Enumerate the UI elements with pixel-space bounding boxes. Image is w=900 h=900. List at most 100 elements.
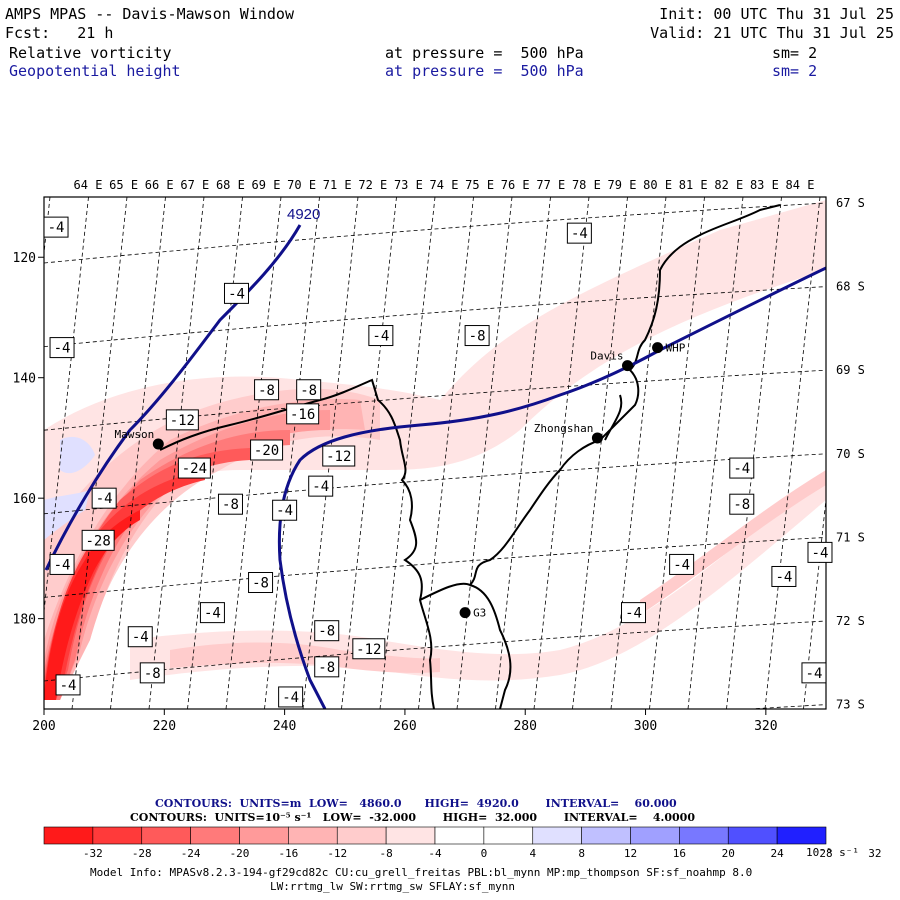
meridian-line bbox=[495, 197, 551, 709]
longitude-label: 72 E bbox=[358, 178, 387, 192]
latitude-label: 72 S bbox=[836, 614, 865, 628]
field2-name: Geopotential height bbox=[9, 62, 181, 80]
contour-label-text: -8 bbox=[318, 660, 335, 676]
colorbar-tick-label: 24 bbox=[771, 847, 785, 860]
contour-value-label: -8 bbox=[217, 493, 243, 515]
contour-label-text: -16 bbox=[290, 407, 315, 423]
colorbar-tick-label: 0 bbox=[481, 847, 488, 860]
contour-label-box bbox=[254, 379, 280, 401]
contour-value-label: -4 bbox=[621, 602, 647, 624]
x-tick-label: 260 bbox=[393, 719, 416, 734]
contour-label-text: -4 bbox=[54, 341, 71, 357]
contour-label-text: -8 bbox=[318, 624, 335, 640]
x-tick-label: 280 bbox=[513, 719, 536, 734]
contour-value-label: -4 bbox=[272, 499, 298, 521]
contour-label-text: -8 bbox=[252, 576, 269, 592]
contour-label-box bbox=[199, 602, 225, 624]
contour-label-box bbox=[278, 686, 304, 708]
meridian-line bbox=[44, 197, 89, 615]
contour-label-text: -4 bbox=[60, 678, 77, 694]
contour-label-box bbox=[55, 674, 81, 696]
contour-label-box bbox=[322, 445, 356, 467]
contour-value-label: -8 bbox=[248, 572, 274, 594]
colorbar-swatch bbox=[776, 826, 827, 845]
longitude-label: 70 E bbox=[287, 178, 316, 192]
contour-label-text: -4 bbox=[625, 606, 642, 622]
colorbar-tick-label: -8 bbox=[380, 847, 393, 860]
contour-value-label: -12 bbox=[165, 409, 199, 431]
contour-label-box bbox=[801, 662, 827, 684]
meridian-line bbox=[302, 197, 359, 709]
longitude-label: 74 E bbox=[430, 178, 459, 192]
height-contour-label: 4920 bbox=[287, 206, 320, 223]
model-info-line1: Model Info: MPASv8.2.3-194-gf29cd82c CU:… bbox=[90, 866, 753, 879]
plot-frame bbox=[43, 196, 827, 710]
longitude-label: 65 E bbox=[109, 178, 138, 192]
field1-pressure: at pressure = 500 hPa bbox=[385, 44, 584, 62]
contour-label-box bbox=[807, 541, 833, 563]
contour-value-label: -20 bbox=[250, 439, 284, 461]
contour-label-text: -8 bbox=[469, 329, 486, 345]
contour-label-box bbox=[314, 620, 340, 642]
longitude-label: 84 E bbox=[786, 178, 815, 192]
latitude-label: 70 S bbox=[836, 447, 865, 461]
contour-label-text: -4 bbox=[806, 666, 823, 682]
colorbar-swatch bbox=[190, 826, 240, 845]
contour-label-text: -4 bbox=[228, 286, 245, 302]
valid-time: Valid: 21 UTC Thu 31 Jul 25 bbox=[650, 24, 894, 42]
contour-value-label: -8 bbox=[729, 493, 755, 515]
meridian-line bbox=[71, 197, 128, 709]
contour-value-label: -8 bbox=[139, 662, 165, 684]
x-tick-label: 300 bbox=[634, 719, 657, 734]
colorbar-tick-label: 16 bbox=[673, 847, 686, 860]
station-label: Mawson bbox=[115, 428, 155, 441]
contour-label-box bbox=[729, 457, 755, 479]
longitude-label: 78 E bbox=[572, 178, 601, 192]
station-label: G3 bbox=[473, 607, 486, 620]
contour-value-label: -4 bbox=[55, 674, 81, 696]
chart-title: AMPS MPAS -- Davis-Mawson Window bbox=[5, 5, 294, 23]
meridian-line bbox=[881, 197, 900, 709]
meridian-line bbox=[803, 495, 826, 709]
contour-value-label: -8 bbox=[464, 325, 490, 347]
station-marker bbox=[591, 432, 603, 444]
colorbar-swatch bbox=[288, 826, 338, 845]
longitude-label: 81 E bbox=[679, 178, 708, 192]
contour-label-text: -8 bbox=[258, 383, 275, 399]
contour-value-label: -4 bbox=[49, 553, 75, 575]
latitude-label: 67 S bbox=[836, 196, 865, 210]
longitude-label: 80 E bbox=[643, 178, 672, 192]
contour-value-label: -4 bbox=[43, 216, 69, 238]
colorbar-tick-label: -12 bbox=[327, 847, 347, 860]
stations: Mawson Davis WHP Zhongshan G3 bbox=[115, 342, 686, 620]
contour-label-text: -4 bbox=[96, 491, 113, 507]
contour-value-label: -12 bbox=[352, 638, 386, 660]
parallel-line bbox=[44, 202, 826, 264]
contour-label-box bbox=[81, 529, 115, 551]
contour-label-box bbox=[308, 475, 334, 497]
contour-value-label: -4 bbox=[91, 487, 117, 509]
meridian-line bbox=[610, 197, 667, 709]
y-tick-label: 120 bbox=[13, 251, 36, 266]
init-time: Init: 00 UTC Thu 31 Jul 25 bbox=[659, 5, 894, 23]
meridian-line bbox=[187, 197, 243, 709]
station-label: Zhongshan bbox=[534, 422, 594, 435]
axes: 200 220 240 260 280 300 320 120 140 160 180 64 E 65 … bbox=[13, 178, 865, 734]
contour-value-label: -4 bbox=[566, 222, 592, 244]
contour-label-text: -12 bbox=[356, 642, 381, 658]
contour-value-label: -8 bbox=[254, 379, 280, 401]
contour-value-label: -4 bbox=[223, 282, 249, 304]
contour-label-box bbox=[223, 282, 249, 304]
contour-label-text: -8 bbox=[222, 497, 239, 513]
meridian-line bbox=[687, 197, 744, 709]
longitude-label: 82 E bbox=[714, 178, 743, 192]
contour-label-text: -4 bbox=[673, 557, 690, 573]
contour-label-box bbox=[771, 565, 797, 587]
contour-value-label: -28 bbox=[81, 529, 115, 551]
colorbar-swatch bbox=[679, 826, 729, 845]
height-contour-info: CONTOURS: UNITS=m LOW= 4860.0 HIGH= 4920… bbox=[155, 797, 677, 810]
longitude-label: 66 E bbox=[145, 178, 174, 192]
contour-value-label: -4 bbox=[308, 475, 334, 497]
meridian-line bbox=[726, 197, 782, 709]
